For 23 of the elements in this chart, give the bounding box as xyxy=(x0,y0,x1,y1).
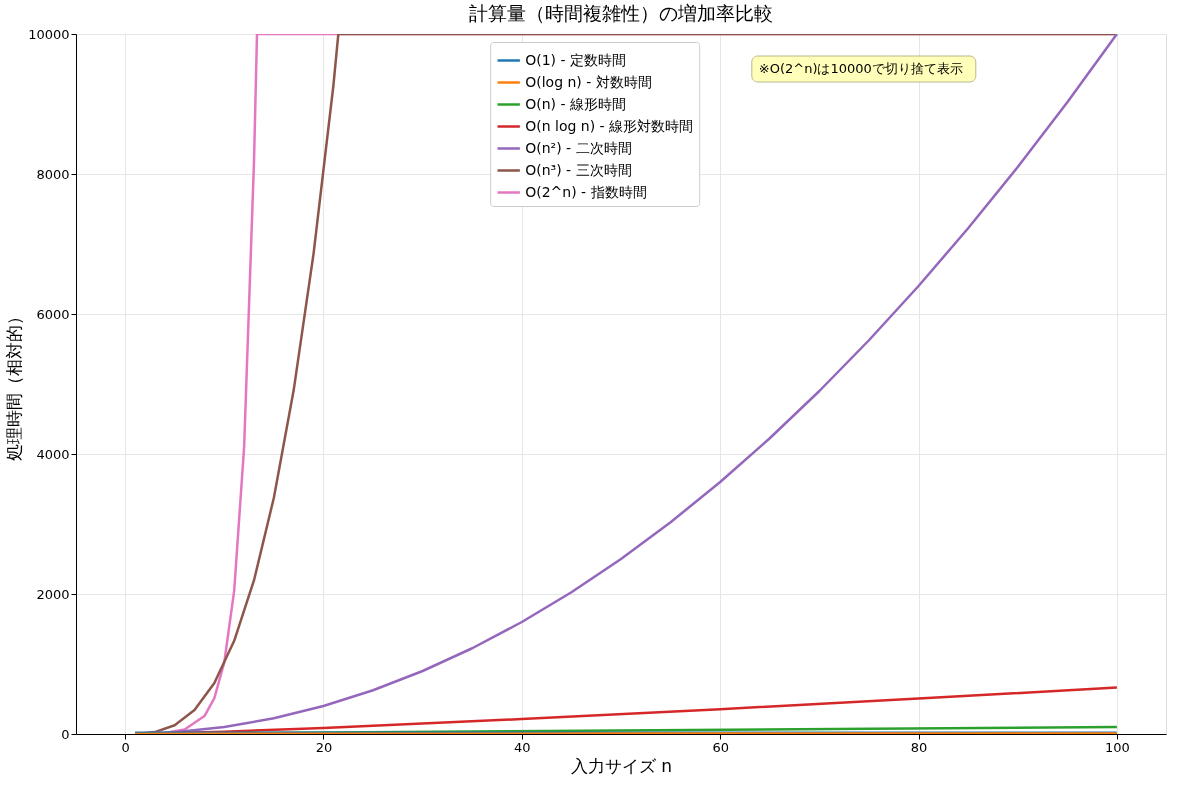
y-tick-label: 4000 xyxy=(36,446,70,462)
y-tick-label: 6000 xyxy=(36,306,70,322)
y-tick-label: 2000 xyxy=(36,586,70,602)
y-tick-label: 0 xyxy=(61,726,70,742)
legend-label: O(2^n) - 指数時間 xyxy=(525,183,647,200)
x-tick-label: 0 xyxy=(121,739,130,755)
x-tick-label: 20 xyxy=(315,739,333,755)
x-tick-label: 80 xyxy=(910,739,928,755)
legend-label: O(log n) - 対数時間 xyxy=(525,73,652,90)
x-axis-title: 入力サイズ n xyxy=(570,755,673,776)
legend-label: O(n log n) - 線形対数時間 xyxy=(525,117,694,134)
x-tick-label: 40 xyxy=(514,739,531,755)
y-tick-label: 10000 xyxy=(28,26,70,42)
y-axis-title: 処理時間（相対的） xyxy=(4,308,25,461)
annotation: ※O(2^n)は10000で切り捨て表示 xyxy=(758,61,963,76)
x-tick-label: 60 xyxy=(712,739,729,755)
x-tick-label: 100 xyxy=(1104,739,1130,755)
chart-title: 計算量（時間複雑性）の増加率比較 xyxy=(469,2,773,24)
y-tick-label: 8000 xyxy=(36,166,70,182)
legend-label: O(n) - 線形時間 xyxy=(525,95,626,112)
legend-label: O(n²) - 二次時間 xyxy=(525,139,632,156)
legend-label: O(n³) - 三次時間 xyxy=(525,161,632,178)
legend-label: O(1) - 定数時間 xyxy=(525,51,627,68)
